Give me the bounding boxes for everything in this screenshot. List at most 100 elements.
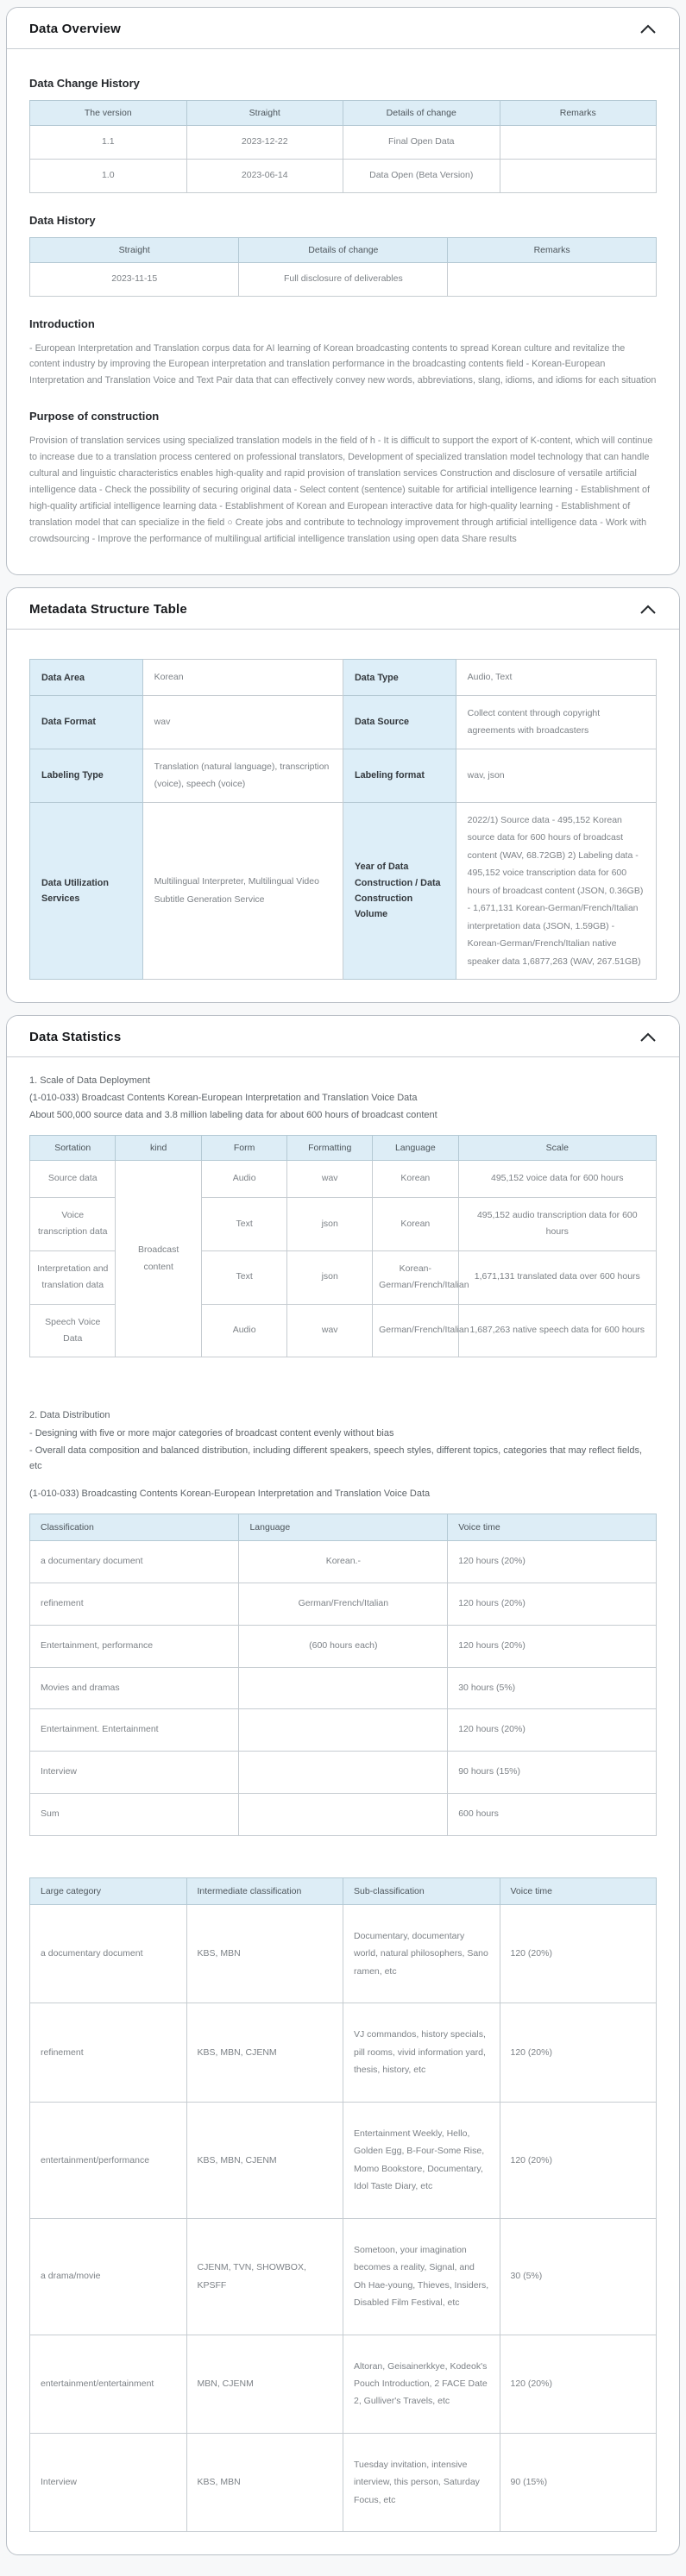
table-cell: Korean <box>372 1160 459 1198</box>
table-cell: entertainment/performance <box>29 2101 187 2219</box>
row-label-cell: Labeling Type <box>29 748 143 803</box>
chevron-up-icon[interactable] <box>639 604 657 615</box>
section-card-metadata: Metadata Structure Table Data Area Korean… <box>6 587 680 1003</box>
data-history-table: Straight Details of change Remarks 2023-11-… <box>28 236 657 297</box>
row-label-cell: Labeling format <box>342 748 456 803</box>
section-title: Metadata Structure Table <box>29 602 187 617</box>
table-cell: Speech Voice Data <box>28 1303 116 1358</box>
table-cell: 90 (15%) <box>499 2432 657 2533</box>
table-row: Movies and dramas 30 hours (5%) <box>28 1666 657 1710</box>
column-header: Details of change <box>343 100 500 126</box>
table-cell: Interpretation and translation data <box>28 1250 116 1305</box>
table-cell: Sometoon, your imagination becomes a rea… <box>343 2217 500 2335</box>
table-cell: entertainment/entertainment <box>29 2334 187 2434</box>
table-cell: Data Open (Beta Version) <box>343 158 500 193</box>
table-cell: wav, json <box>455 748 658 803</box>
scale-heading: 1. Scale of Data Deployment <box>29 1075 151 1086</box>
section-body-metadata: Data Area Korean Data Type Audio, Text Data … <box>7 630 679 1002</box>
table-cell: Translation (natural language), transcri… <box>142 748 343 803</box>
table-cell: Collect content through copyright agreem… <box>455 694 658 749</box>
table-cell: Altoran, Geisainerkkye, Kodeok's Pouch I… <box>343 2334 500 2434</box>
scale-notes: 1. Scale of Data Deployment (1-010-033) … <box>29 1073 657 1123</box>
table-cell: Audio <box>200 1160 288 1198</box>
table-row: Interview KBS, MBN Tuesday invitation, int… <box>29 2432 657 2533</box>
table-row: refinement German/French/Italian 120 hours… <box>28 1582 657 1626</box>
table-row: 1.1 2023-12-22 Final Open Data <box>29 125 657 160</box>
distribution-subheading-block: (1-010-033) Broadcasting Contents Korean… <box>29 1486 657 1501</box>
column-header: Remarks <box>447 236 657 263</box>
row-label-cell: Data Utilization Services <box>29 801 143 981</box>
row-label-cell: Data Type <box>342 659 456 696</box>
data-distribution-table: Classification Language Voice time a docume… <box>28 1514 657 1836</box>
scale-of-data-deployment-table: Sortation kind Form Formatting Language Scale… <box>28 1135 658 1358</box>
table-row: Interpretation and translation data Text j… <box>28 1250 658 1305</box>
table-cell <box>499 158 657 193</box>
table-row: entertainment/performance KBS, MBN, CJENM… <box>29 2101 657 2219</box>
table-cell: 2022/1) Source data - 495,152 Korean sou… <box>455 801 658 981</box>
table-cell: Korean.- <box>238 1540 449 1583</box>
table-cell: 30 (5%) <box>499 2217 657 2335</box>
table-cell: 30 hours (5%) <box>447 1666 657 1710</box>
table-cell: Full disclosure of deliverables <box>238 261 449 297</box>
table-cell: 90 hours (15%) <box>447 1751 657 1795</box>
distribution-notes: 2. Data Distribution - Designing with fi… <box>29 1407 657 1474</box>
section-header-metadata[interactable]: Metadata Structure Table <box>7 588 679 630</box>
section-body-data-overview: Data Change History The version Straight D… <box>7 49 679 574</box>
table-cell: wav <box>142 694 343 749</box>
table-cell: MBN, CJENM <box>186 2334 343 2434</box>
section-card-statistics: Data Statistics 1. Scale of Data Deploym… <box>6 1015 680 2556</box>
column-header: Form <box>200 1135 288 1162</box>
table-row: Entertainment, performance (600 hours eac… <box>28 1624 657 1668</box>
table-cell: Sum <box>28 1793 240 1836</box>
table-row: Labeling Type Translation (natural langua… <box>29 748 658 803</box>
table-header-row: Classification Language Voice time <box>28 1514 657 1542</box>
table-cell: Movies and dramas <box>28 1666 240 1710</box>
table-cell: KBS, MBN, CJENM <box>186 2101 343 2219</box>
section-card-data-overview: Data Overview Data Change History The ve… <box>6 7 680 576</box>
column-header: Language <box>372 1135 459 1162</box>
table-cell: German/French/Italian <box>372 1303 469 1358</box>
row-label-cell: Data Format <box>29 694 143 749</box>
table-cell: Documentary, documentary world, natural … <box>343 1903 500 2004</box>
column-header: Sub-classification <box>343 1877 500 1905</box>
table-cell <box>238 1666 449 1710</box>
section-body-statistics: 1. Scale of Data Deployment (1-010-033) … <box>7 1057 679 2554</box>
chevron-up-icon[interactable] <box>639 1031 657 1043</box>
table-cell: Audio <box>200 1303 288 1358</box>
section-header-statistics[interactable]: Data Statistics <box>7 1016 679 1057</box>
chevron-up-icon[interactable] <box>639 23 657 34</box>
column-header: Formatting <box>286 1135 374 1162</box>
row-label-cell: Data Area <box>29 659 143 696</box>
table-cell: 600 hours <box>447 1793 657 1836</box>
table-row: Voice transcription data Text json Korean 49… <box>28 1196 658 1251</box>
row-label-cell: Data Source <box>342 694 456 749</box>
table-cell: (600 hours each) <box>238 1624 449 1668</box>
table-cell: German/French/Italian <box>238 1582 449 1626</box>
table-cell: 120 (20%) <box>499 2003 657 2103</box>
section-title: Data Statistics <box>29 1030 122 1044</box>
subsection-heading-data-history: Data History <box>29 213 96 227</box>
table-row: Source data Broadcast content Audio wav Kore… <box>28 1160 658 1358</box>
table-cell: VJ commandos, history specials, pill roo… <box>343 2003 500 2103</box>
table-row: Speech Voice Data Audio wav German/French/I… <box>28 1303 658 1358</box>
table-header-row: The version Straight Details of change Rema… <box>29 100 657 126</box>
table-cell: Text <box>200 1196 288 1251</box>
table-cell: refinement <box>29 2003 187 2103</box>
column-header: Details of change <box>238 236 449 263</box>
scale-subheading: (1-010-033) Broadcast Contents Korean-Eu… <box>29 1093 418 1104</box>
column-header: Large category <box>29 1877 187 1905</box>
table-cell: Interview <box>28 1751 240 1795</box>
column-header: Straight <box>28 236 240 263</box>
table-header-row: Large category Intermediate classificatio… <box>29 1877 657 1905</box>
section-header-data-overview[interactable]: Data Overview <box>7 8 679 49</box>
table-cell: 1,687,263 native speech data for 600 hou… <box>457 1303 658 1358</box>
table-cell: a drama/movie <box>29 2217 187 2335</box>
table-cell: 1.0 <box>29 158 187 193</box>
table-cell: KBS, MBN, CJENM <box>186 2003 343 2103</box>
purpose-paragraph: Provision of translation services using … <box>29 436 653 544</box>
distribution-note-2: - Overall data composition and balanced … <box>29 1445 643 1471</box>
table-row: Interview 90 hours (15%) <box>28 1751 657 1795</box>
table-row: Data Area Korean Data Type Audio, Text <box>29 659 658 696</box>
data-change-history-table: The version Straight Details of change Rema… <box>29 100 657 193</box>
table-cell <box>238 1751 449 1795</box>
